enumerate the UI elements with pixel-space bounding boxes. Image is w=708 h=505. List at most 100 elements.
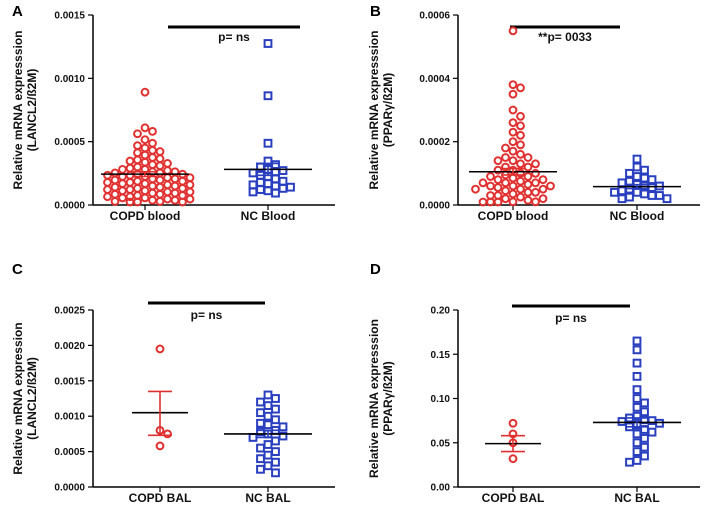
data-point xyxy=(655,191,664,200)
data-point xyxy=(148,160,157,170)
y-tick-label: 0.15 xyxy=(431,350,451,361)
data-point xyxy=(501,162,510,172)
y-tick-label: 0.0000 xyxy=(419,201,450,212)
data-point xyxy=(493,156,503,166)
data-point xyxy=(632,172,642,181)
panel-c: 0.0000 0.0005 0.0010 0.0015 0.0020 0.0025 COPD… xyxy=(11,261,335,505)
data-point xyxy=(263,138,273,148)
data-point xyxy=(523,180,533,189)
data-point xyxy=(271,394,280,403)
data-point xyxy=(523,162,533,172)
data-point xyxy=(523,187,533,197)
data-point xyxy=(271,160,280,170)
y-axis-title: Relative mRNA expresssion xyxy=(367,31,381,190)
data-point xyxy=(278,166,288,175)
data-point xyxy=(508,181,518,191)
data-point xyxy=(140,135,150,145)
data-point xyxy=(538,194,548,204)
data-point xyxy=(508,105,518,115)
data-point xyxy=(256,408,265,418)
data-point xyxy=(148,188,157,198)
panel-d: 0.00 0.05 0.10 0.15 0.20 COPD BAL NC BAL Relati… xyxy=(367,261,700,505)
data-point xyxy=(508,26,518,36)
y-axis-title: (LANCL2/ß2M) xyxy=(25,69,39,152)
data-point xyxy=(478,178,488,188)
data-point xyxy=(508,127,518,137)
data-point xyxy=(632,402,642,412)
data-point xyxy=(256,464,265,474)
data-point xyxy=(647,191,657,200)
y-tick-label: 0.0015 xyxy=(54,11,85,22)
data-point xyxy=(140,143,150,153)
y-tick-label: 0.0005 xyxy=(54,137,85,148)
data-point xyxy=(248,433,258,442)
data-point xyxy=(538,184,548,194)
data-point xyxy=(501,153,510,162)
data-point xyxy=(632,438,642,448)
data-point xyxy=(170,174,180,184)
data-point xyxy=(133,183,142,193)
data-point xyxy=(486,172,495,181)
data-point xyxy=(170,188,180,198)
data-point xyxy=(516,192,525,202)
data-point xyxy=(125,178,135,187)
data-point xyxy=(110,168,120,178)
data-point xyxy=(516,140,525,150)
data-point xyxy=(178,183,187,193)
panel-letter: A xyxy=(12,3,23,20)
data-point xyxy=(625,457,634,467)
y-axis-title: (PPARγ/ß2M) xyxy=(381,361,395,435)
y-axis-title: Relative mRNA expresssion xyxy=(11,31,25,190)
data-point xyxy=(155,344,165,354)
data-point xyxy=(632,162,642,172)
x-category-label: NC Blood xyxy=(241,209,296,223)
data-point xyxy=(125,197,135,207)
data-point xyxy=(155,182,165,192)
data-point xyxy=(110,175,120,185)
x-category-label: NC BAL xyxy=(245,491,290,505)
y-tick-label: 0.0015 xyxy=(54,376,85,387)
data-point xyxy=(655,418,664,428)
data-point xyxy=(163,159,172,168)
data-point xyxy=(271,457,280,467)
data-point xyxy=(263,411,273,421)
series-copd-blood xyxy=(469,26,557,207)
data-point xyxy=(178,197,187,207)
data-point xyxy=(185,180,195,190)
data-point xyxy=(140,123,150,133)
data-point xyxy=(278,431,288,441)
data-point xyxy=(170,181,180,191)
data-point xyxy=(118,186,127,196)
data-point xyxy=(148,138,157,148)
y-tick-label: 0.0025 xyxy=(54,306,85,317)
data-point xyxy=(148,195,157,205)
data-point xyxy=(632,345,642,355)
data-point xyxy=(148,153,157,162)
data-point xyxy=(103,192,112,202)
y-tick-label: 0.0010 xyxy=(54,74,85,85)
data-point xyxy=(531,197,540,207)
data-point xyxy=(647,427,657,437)
data-point xyxy=(493,175,503,185)
data-point xyxy=(662,194,672,204)
data-point xyxy=(256,418,265,428)
data-point xyxy=(516,168,525,178)
data-point xyxy=(486,181,495,191)
data-point xyxy=(140,157,150,167)
data-point xyxy=(632,447,642,457)
data-point xyxy=(178,176,187,186)
significance-label: p= ns xyxy=(555,311,587,325)
data-point xyxy=(508,146,518,156)
data-point xyxy=(263,39,273,48)
data-point xyxy=(617,178,627,188)
data-point xyxy=(640,407,649,417)
data-point xyxy=(523,172,533,181)
series-copd-blood xyxy=(101,87,195,207)
y-tick-label: 0.0004 xyxy=(419,74,450,85)
data-point xyxy=(271,415,280,425)
data-point xyxy=(516,111,525,121)
data-point xyxy=(263,186,273,196)
panel-letter: D xyxy=(370,261,381,278)
data-point xyxy=(125,163,135,173)
data-point xyxy=(185,194,195,204)
